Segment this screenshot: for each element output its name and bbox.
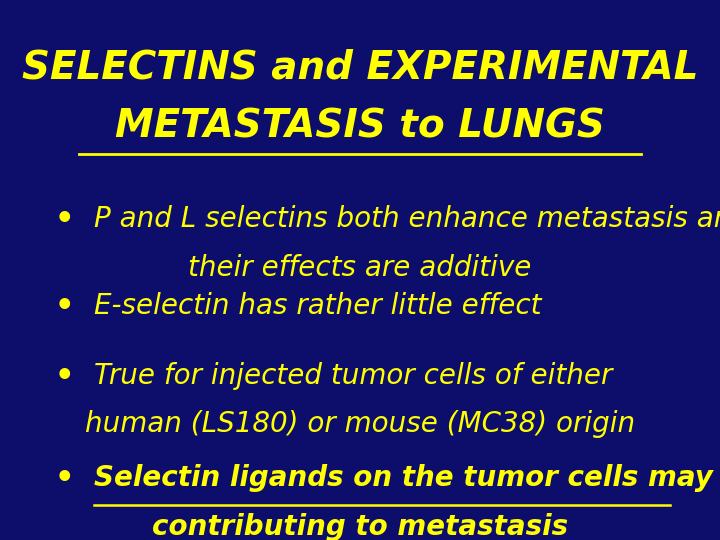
Text: •: • (55, 464, 75, 494)
Text: •: • (55, 292, 75, 321)
Text: Selectin ligands on the tumor cells may be: Selectin ligands on the tumor cells may … (94, 464, 720, 492)
Text: •: • (55, 362, 75, 391)
Text: E-selectin has rather little effect: E-selectin has rather little effect (94, 292, 541, 320)
Text: their effects are additive: their effects are additive (189, 254, 531, 282)
Text: human (LS180) or mouse (MC38) origin: human (LS180) or mouse (MC38) origin (85, 410, 635, 438)
Text: P and L selectins both enhance metastasis and: P and L selectins both enhance metastasi… (94, 205, 720, 233)
Text: •: • (55, 205, 75, 234)
Text: contributing to metastasis: contributing to metastasis (152, 513, 568, 540)
Text: METASTASIS to LUNGS: METASTASIS to LUNGS (115, 108, 605, 146)
Text: True for injected tumor cells of either: True for injected tumor cells of either (94, 362, 612, 390)
Text: SELECTINS and EXPERIMENTAL: SELECTINS and EXPERIMENTAL (22, 49, 698, 86)
